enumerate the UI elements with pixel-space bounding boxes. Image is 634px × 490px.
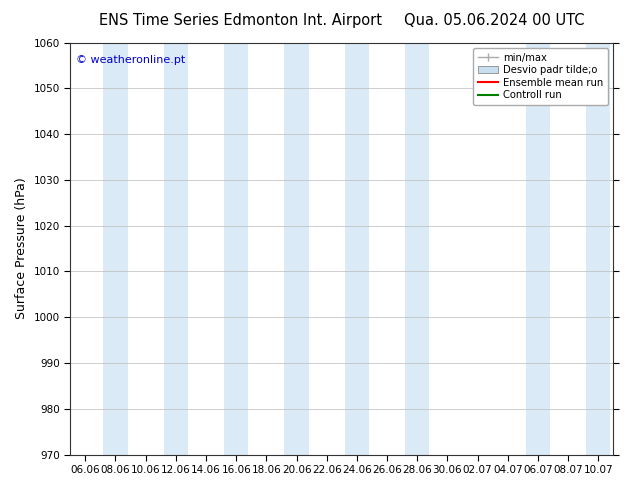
Bar [103,43,127,455]
Bar [405,43,429,455]
Text: © weatheronline.pt: © weatheronline.pt [75,55,185,65]
Bar [164,43,188,455]
Bar [586,43,611,455]
Text: ENS Time Series Edmonton Int. Airport: ENS Time Series Edmonton Int. Airport [100,13,382,28]
Bar [285,43,309,455]
Bar [345,43,369,455]
Legend: min/max, Desvio padr tilde;o, Ensemble mean run, Controll run: min/max, Desvio padr tilde;o, Ensemble m… [473,48,609,105]
Y-axis label: Surface Pressure (hPa): Surface Pressure (hPa) [15,178,28,319]
Bar [526,43,550,455]
Text: Qua. 05.06.2024 00 UTC: Qua. 05.06.2024 00 UTC [404,13,585,28]
Bar [224,43,249,455]
